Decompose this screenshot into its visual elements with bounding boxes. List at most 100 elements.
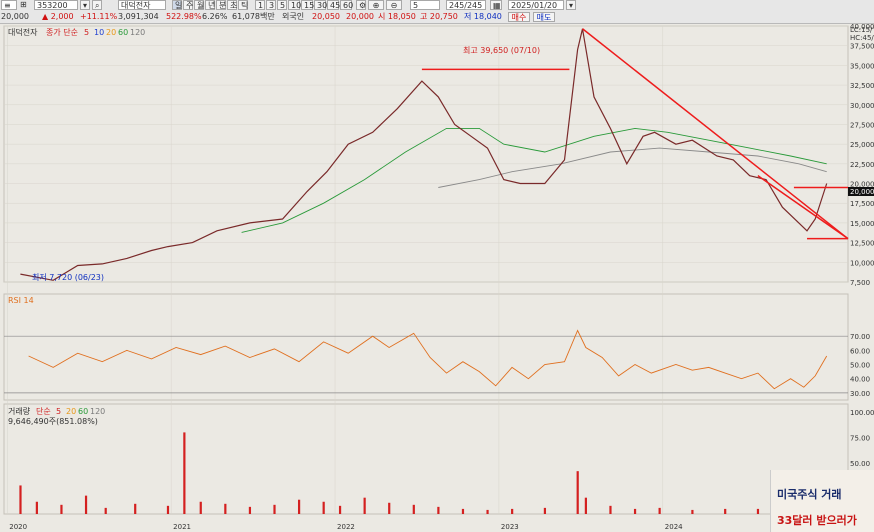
rate-value: 6.26%	[202, 12, 228, 21]
series-line-종가	[20, 28, 828, 281]
interval-30-button[interactable]: 30	[314, 0, 327, 10]
volume-ma-5: 5	[56, 407, 61, 416]
calendar-dropdown-icon[interactable]: ▾	[566, 0, 576, 10]
y-tick-label: 22,500	[850, 161, 874, 169]
volume-bar	[104, 507, 107, 514]
y-tick-label: 35,000	[850, 62, 874, 70]
x-tick-label: 2021	[173, 523, 191, 531]
rsi-tick-label: 70.00	[850, 333, 870, 341]
current-price-tag-box	[848, 187, 874, 196]
count-field[interactable]: 245/245	[446, 0, 486, 10]
price-ma-60: 60	[118, 28, 128, 37]
rsi-series	[4, 329, 848, 394]
low-value: 저 18,040	[464, 12, 502, 21]
trendlines	[421, 28, 849, 240]
y-tick-label: 40,000	[850, 24, 874, 31]
volume-bar	[543, 507, 547, 514]
volume-bar	[691, 509, 694, 514]
interval-60-button[interactable]: 60	[340, 0, 353, 10]
period-day-button[interactable]: 일	[172, 0, 182, 10]
volume-ma-60: 60	[78, 407, 88, 416]
period-second-button[interactable]: 초	[227, 0, 237, 10]
price-panel-title: 대덕전자	[8, 27, 38, 37]
date-input[interactable]: 2025/01/20	[508, 0, 564, 10]
change-value: ▲ 2,000	[42, 12, 74, 21]
period-tick-button[interactable]: 틱	[238, 0, 248, 10]
y-tick-label: 30,000	[850, 102, 874, 110]
watermark-line-2: 33달러 받으러가	[777, 514, 857, 527]
interval-5-button[interactable]: 5	[277, 0, 287, 10]
y-tick-label: 32,500	[850, 82, 874, 90]
volume-bar	[576, 471, 579, 514]
period-week-button[interactable]: 주	[183, 0, 193, 10]
high-value: 고 20,750	[420, 12, 458, 21]
x-tick-label: 2020	[9, 523, 27, 531]
stock-code-input[interactable]: 353200	[34, 0, 78, 10]
interval-15-button[interactable]: 15	[301, 0, 314, 10]
sell-button[interactable]: 매도	[533, 12, 555, 22]
y-tick-label: 15,000	[850, 220, 874, 228]
volume-ma-label: 단순	[36, 406, 51, 416]
corner-label-hc: HC:45/	[850, 34, 874, 42]
volume-bar	[166, 505, 170, 514]
rsi-tick-label: 30.00	[850, 390, 870, 398]
volume-bar	[609, 505, 612, 514]
current-value: 20,000	[346, 12, 374, 21]
volume-bar	[412, 504, 415, 514]
x-tick-label: 2023	[501, 523, 519, 531]
volume-bar	[19, 485, 22, 514]
prev-label: 외국인	[282, 12, 305, 21]
rsi-panel-frame	[3, 293, 849, 401]
change-pct: +11.11%	[80, 12, 118, 21]
period-year-button[interactable]: 년	[205, 0, 215, 10]
period-month-button[interactable]: 월	[194, 0, 204, 10]
price-value: 20,000	[1, 12, 29, 21]
rsi-panel-title: RSI 14	[8, 296, 34, 305]
y-tick-label: 20,000	[850, 181, 874, 189]
search-icon[interactable]: ⌕	[92, 0, 102, 10]
open-value: 시 18,050	[378, 12, 416, 21]
stock-chart[interactable]: 7,500 10,000 12,500 15,000 17,500 20,000 22,50…	[0, 24, 874, 532]
current-price-tag: 20,000	[850, 188, 874, 196]
y-tick-label: 37,500	[850, 43, 874, 51]
dropdown-icon[interactable]: ▾	[80, 0, 90, 10]
volume-bar	[183, 432, 186, 514]
volume-bar	[724, 508, 727, 514]
volume-bar	[224, 503, 227, 514]
volume-bar	[338, 505, 342, 514]
volume-ma-120: 120	[90, 407, 105, 416]
y-tick-label: 25,000	[850, 141, 874, 149]
price-ma-10: 10	[94, 28, 104, 37]
interval-10-button[interactable]: 10	[288, 0, 301, 10]
zoom-out-icon[interactable]: ⊖	[386, 0, 402, 10]
x-grid	[7, 26, 664, 514]
volume-bar	[134, 503, 137, 514]
y-axis-labels: 7,500 10,000 12,500 15,000 17,500 20,000 22,50…	[850, 24, 874, 287]
interval-3-button[interactable]: 3	[266, 0, 276, 10]
rsi-line	[28, 329, 828, 390]
menu-icon[interactable]: ≡	[1, 0, 17, 10]
price-ma-5: 5	[84, 28, 89, 37]
settings-icon[interactable]: ⚙	[356, 0, 366, 10]
y-tick-label: 27,500	[850, 121, 874, 129]
chart-background	[0, 24, 874, 532]
volume-tick-label: 50.00	[850, 460, 870, 468]
volume-bar	[273, 504, 276, 514]
zoom-in-icon[interactable]: ⊕	[368, 0, 384, 10]
code-label-icon: ⊞	[20, 0, 27, 9]
amount-value: 61,078백만	[232, 12, 275, 21]
volume-bar	[584, 497, 587, 514]
interval-45-button[interactable]: 45	[327, 0, 340, 10]
watermark-line-1: 미국주식 거래	[777, 488, 842, 501]
price-ma-20: 20	[106, 28, 116, 37]
volume-panel-frame	[3, 403, 849, 515]
x-axis-labels: 2020 2021 2022 2023 2024	[9, 523, 683, 531]
volume-bar	[35, 501, 38, 514]
y-tick-label: 17,500	[850, 200, 874, 208]
interval-1-button[interactable]: 1	[255, 0, 265, 10]
buy-button[interactable]: 매수	[508, 12, 530, 22]
calendar-icon[interactable]: ▦	[490, 0, 502, 10]
zoom-input[interactable]: 5	[410, 0, 440, 10]
period-minute-button[interactable]: 분	[216, 0, 226, 10]
volume-bar	[461, 508, 465, 514]
